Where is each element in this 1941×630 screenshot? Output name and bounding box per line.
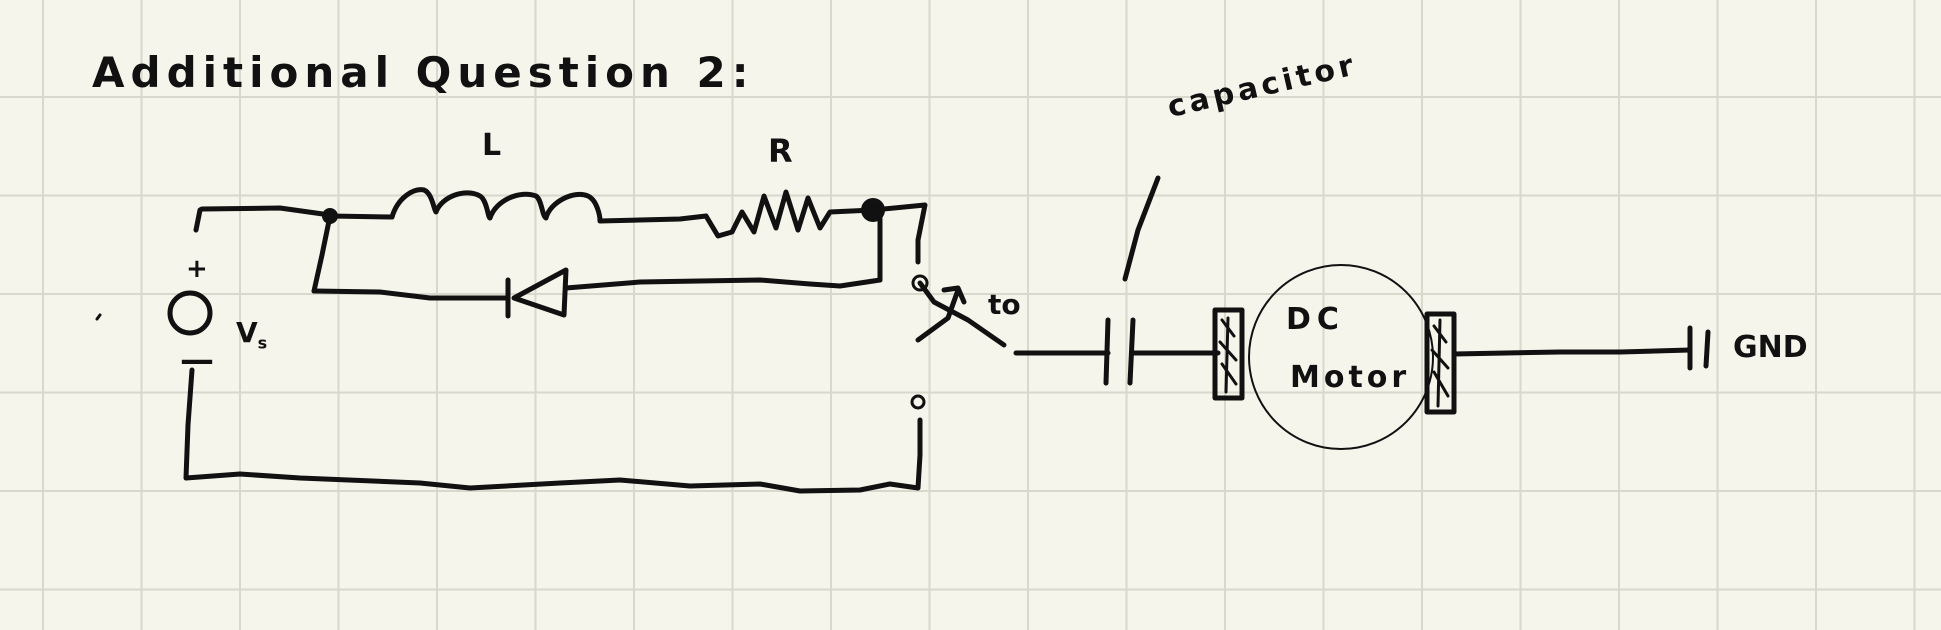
source-label-subscript: s xyxy=(257,333,268,353)
diode-branch-left-drop xyxy=(311,213,333,294)
top-left-wire xyxy=(193,205,333,233)
source-label: Vs xyxy=(236,316,267,353)
resistor-label: R xyxy=(768,132,793,170)
source-minus-label: — xyxy=(180,340,214,380)
inductor-wire-left xyxy=(327,213,395,220)
voltage-source-symbol xyxy=(167,290,213,336)
resistor-zigzag xyxy=(703,189,876,239)
diagram-title: Additional Question 2: xyxy=(92,48,755,97)
diode-symbol xyxy=(505,267,569,319)
source-bottom-wire xyxy=(183,367,923,494)
switch-upper-terminal xyxy=(911,274,929,292)
ground-terminal-bar-2 xyxy=(1703,329,1711,369)
motor-right-brush xyxy=(1424,311,1457,415)
ground-wire xyxy=(1451,347,1693,357)
motor-left-brush xyxy=(1212,307,1245,401)
capacitor-plate-left xyxy=(1103,317,1111,386)
motor-label-motor: Motor xyxy=(1290,360,1411,395)
motor-right-brush-hatch xyxy=(1430,318,1450,408)
source-label-main: V xyxy=(236,316,258,349)
motor-left-brush-hatch xyxy=(1218,316,1238,394)
switch-arrow xyxy=(915,285,967,343)
inductor-label: L xyxy=(482,128,502,163)
middle-wire xyxy=(597,213,709,224)
ground-label: GND xyxy=(1733,330,1808,365)
source-plus-label: + xyxy=(186,254,208,284)
top-right-wire xyxy=(870,202,928,265)
motor-label-dc: DC xyxy=(1286,302,1345,337)
diode-branch-wire-left xyxy=(311,288,511,301)
motor-armature-circle xyxy=(1248,264,1434,450)
capacitor-pointer-line xyxy=(1122,175,1161,282)
switch-time-label: to xyxy=(988,288,1021,321)
inductor-coil xyxy=(389,187,603,224)
stray-pen-mark xyxy=(95,313,102,321)
switch-lower-terminal xyxy=(910,394,926,410)
diode-branch-wire-right xyxy=(563,207,883,291)
